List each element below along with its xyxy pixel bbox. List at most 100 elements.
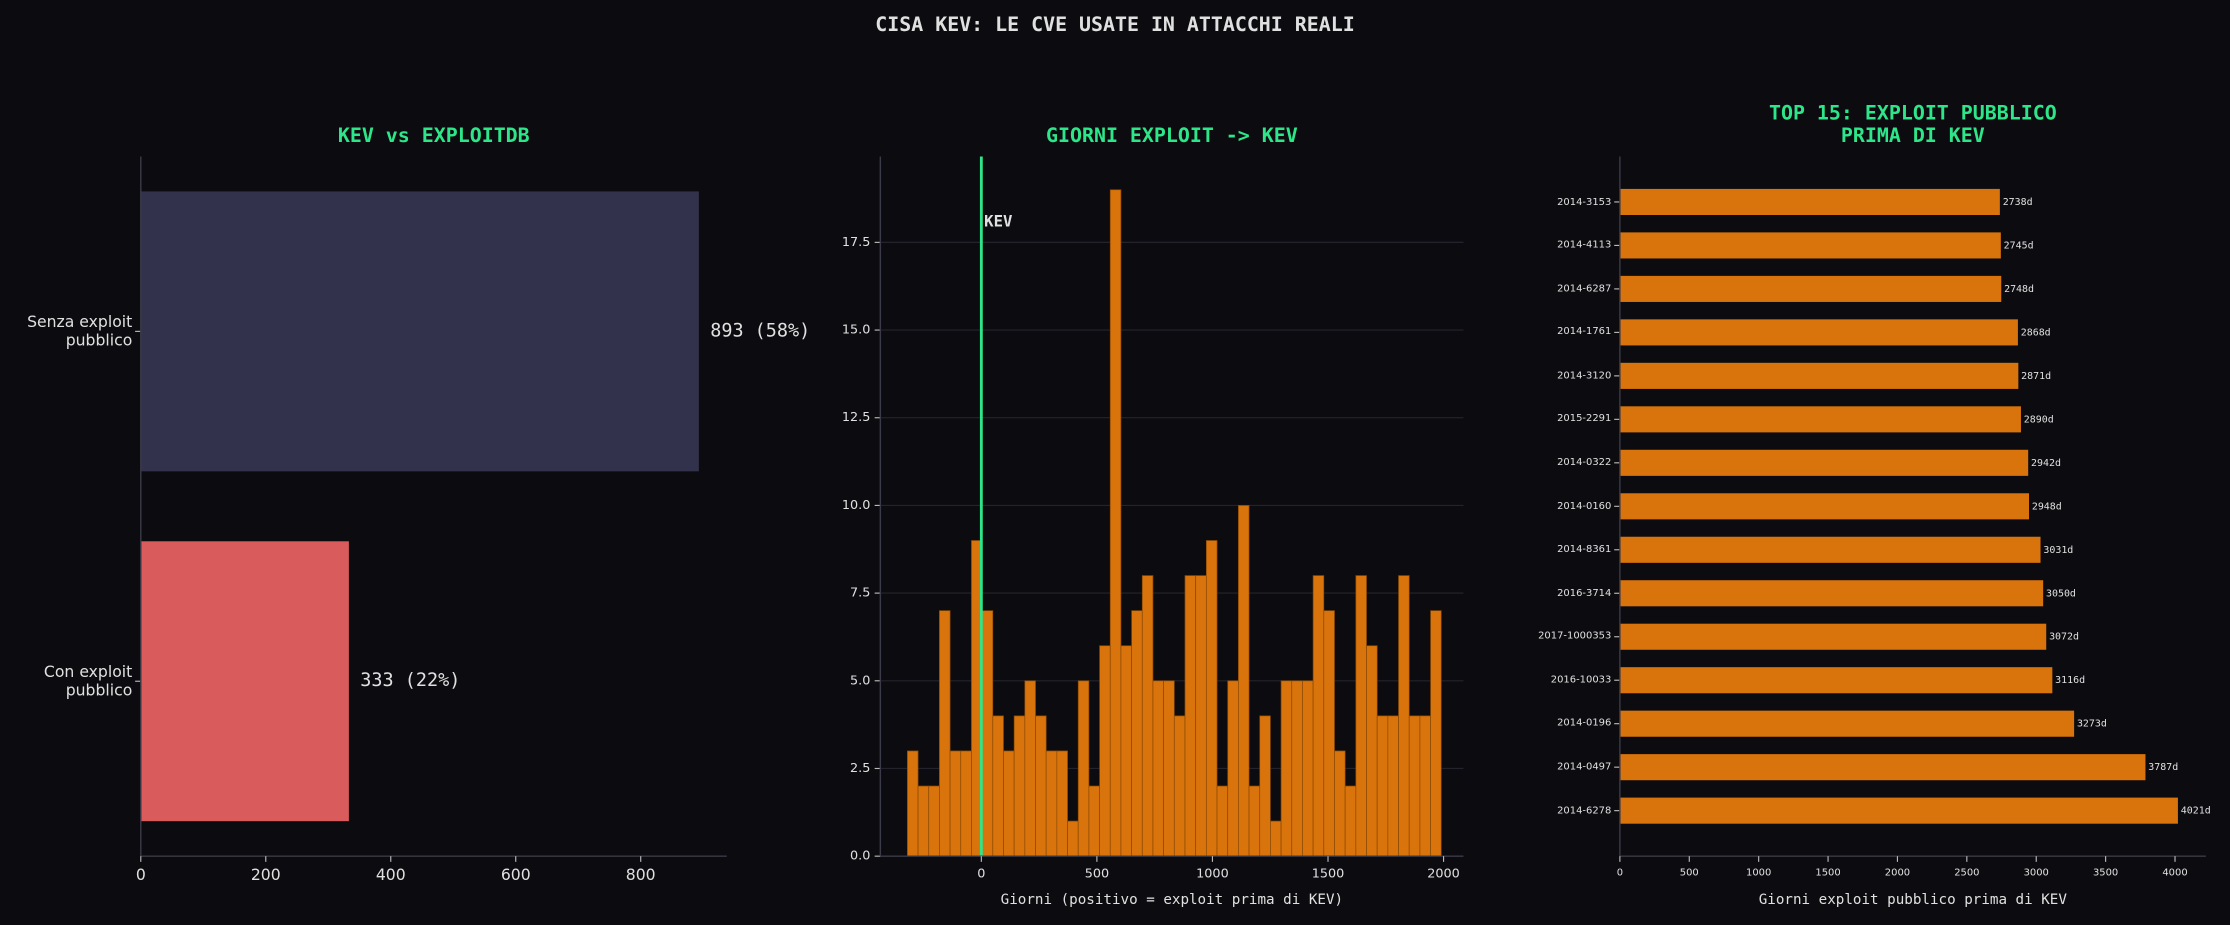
value-label: 2868d	[2021, 327, 2051, 338]
bar	[140, 191, 699, 472]
bar	[1619, 536, 2041, 563]
value-label: 2942d	[2031, 458, 2061, 469]
value-label: 333 (22%)	[360, 670, 460, 691]
y-tick-label-box: 2014-3153	[1557, 195, 1612, 207]
x-tick-label: 3000	[2024, 868, 2049, 879]
y-tick-label: 7.5	[850, 586, 870, 601]
chart-title-box: KEV vs EXPLOITDB	[337, 125, 530, 148]
bar	[1619, 362, 2019, 389]
y-tick-label: 2014-4113	[1557, 239, 1612, 251]
y-tick-label: 2014-6278	[1557, 804, 1612, 816]
y-tick-label: 2014-0196	[1557, 717, 1612, 729]
y-tick-label: 2014-6287	[1557, 282, 1612, 294]
y-tick-label-box: 2016-3714	[1557, 586, 1612, 599]
y-tick-label: 2014-0497	[1557, 760, 1612, 773]
y-tick-label: 17.5	[842, 235, 870, 250]
y-tick-label: 2014-3153	[1557, 195, 1612, 207]
x-tick-label: 1500	[1312, 866, 1345, 881]
value-label: 3072d	[2049, 632, 2079, 643]
chart-title-box: GIORNI EXPLOIT -> KEV	[1046, 125, 1298, 148]
x-tick-label: 0	[136, 865, 146, 884]
y-tick-label: Con exploit pubblico	[43, 662, 133, 700]
x-tick-label: 4000	[2162, 868, 2187, 879]
y-tick-label: 2015-2291	[1557, 412, 1612, 425]
value-label: 2745d	[2004, 240, 2034, 251]
y-tick-label: 2014-8361	[1557, 543, 1612, 555]
y-tick-label: 15.0	[842, 323, 870, 338]
bar	[1619, 754, 2146, 781]
bar	[1619, 275, 2002, 302]
y-tick-label-box: 2014-6287	[1557, 282, 1612, 294]
chart-title: GIORNI EXPLOIT -> KEV	[1046, 125, 1298, 148]
figure-title: CISA KEV: LE CVE USATE IN ATTACCHI REALI	[875, 13, 1354, 36]
bar	[1619, 493, 2030, 520]
y-tick-label-box: 2014-8361	[1557, 543, 1612, 555]
bar	[1619, 232, 2001, 259]
chart-title: TOP 15: EXPLOIT PUBBLICO PRIMA DI KEV	[1768, 102, 2057, 148]
x-tick-label: 1000	[1746, 868, 1771, 879]
y-tick-label: 2014-1761	[1557, 325, 1612, 338]
y-tick-label: Senza exploit pubblico	[27, 312, 133, 350]
x-tick-label: 3500	[2093, 868, 2118, 879]
bar	[140, 541, 349, 822]
value-label: 3787d	[2148, 762, 2178, 773]
y-tick-label-box: 2014-3120	[1557, 369, 1612, 381]
value-label: 3116d	[2055, 675, 2085, 686]
x-tick-label: 2000	[1885, 868, 1910, 879]
y-tick-label-box: 2015-2291	[1557, 412, 1612, 425]
x-axis-label: Giorni (positivo = exploit prima di KEV)	[1001, 892, 1343, 908]
y-tick-label: 2014-0322	[1557, 456, 1612, 468]
y-tick-label-box: 2016-10033	[1550, 673, 1612, 686]
y-tick-label-box: 2014-6278	[1557, 804, 1612, 816]
bar	[1619, 319, 2018, 346]
value-label: 4021d	[2181, 806, 2211, 817]
x-tick-label: 800	[626, 865, 656, 884]
y-tick-label-box: 2014-4113	[1557, 239, 1612, 251]
x-tick-label: 0	[1617, 868, 1623, 879]
y-tick-label-box: 2014-0196	[1557, 717, 1612, 729]
value-label: 893 (58%)	[710, 320, 810, 341]
bar	[1619, 710, 2075, 737]
bar	[1619, 797, 2178, 824]
y-tick-label: 2014-3120	[1557, 369, 1612, 381]
value-label: 3050d	[2046, 588, 2076, 599]
x-tick-label: 600	[501, 865, 531, 884]
x-tick-label: 2000	[1427, 866, 1460, 881]
value-label: 2871d	[2021, 371, 2051, 382]
y-tick-label-box: 2014-0322	[1557, 456, 1612, 468]
x-tick-label: 500	[1085, 866, 1109, 881]
x-tick-label: 500	[1680, 868, 1699, 879]
bar	[1619, 623, 2047, 650]
y-tick-label-box: 2014-1761	[1557, 325, 1612, 338]
y-tick-label-box: 2014-0497	[1557, 760, 1612, 773]
bar	[1619, 580, 2044, 607]
value-label: 2948d	[2032, 501, 2062, 512]
bar	[1619, 188, 2000, 215]
y-tick-label: 2016-3714	[1557, 586, 1612, 599]
reference-label: KEV	[984, 211, 1012, 230]
value-label: 3031d	[2043, 545, 2073, 556]
y-tick-label-box: Senza exploit pubblico	[27, 312, 133, 350]
x-tick-label: 1500	[1815, 868, 1840, 879]
value-label: 2738d	[2003, 197, 2033, 208]
value-label: 2890d	[2024, 414, 2054, 425]
y-tick-label: 0.0	[850, 849, 870, 864]
x-tick-label: 400	[376, 865, 406, 884]
x-tick-label: 2500	[1954, 868, 1979, 879]
y-tick-label: 5.0	[850, 673, 870, 688]
x-axis-label: Giorni exploit pubblico prima di KEV	[1759, 892, 2068, 908]
chart-title: KEV vs EXPLOITDB	[337, 125, 530, 148]
y-tick-label: 2016-10033	[1550, 673, 1612, 686]
y-tick-label-box: 2017-1000353	[1538, 630, 1612, 642]
y-tick-label: 2017-1000353	[1538, 630, 1612, 642]
x-tick-label: 200	[251, 865, 281, 884]
value-label: 2748d	[2004, 284, 2034, 295]
bar	[1619, 406, 2021, 433]
x-tick-label: 0	[977, 866, 985, 881]
chart-title-box: TOP 15: EXPLOIT PUBBLICO PRIMA DI KEV	[1768, 102, 2057, 148]
y-tick-label: 12.5	[842, 410, 870, 425]
bar	[1619, 449, 2029, 476]
y-tick-label-box: Con exploit pubblico	[43, 662, 133, 700]
